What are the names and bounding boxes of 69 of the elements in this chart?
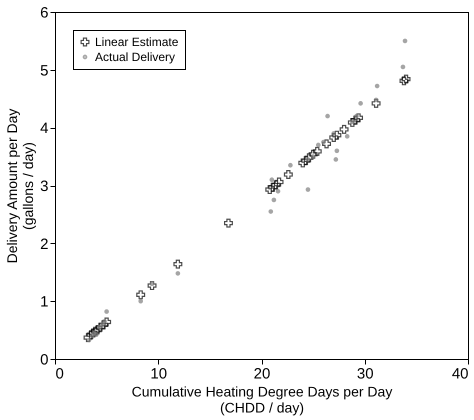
point <box>402 38 408 44</box>
point <box>402 74 411 84</box>
point <box>308 150 318 159</box>
point <box>374 84 380 88</box>
point <box>102 318 112 326</box>
point <box>329 133 338 142</box>
point <box>269 177 274 182</box>
point <box>224 218 233 228</box>
point <box>306 187 310 192</box>
x-tick-label: 20 <box>254 366 270 382</box>
point <box>96 322 105 332</box>
point <box>301 156 310 166</box>
point <box>284 170 293 179</box>
point <box>331 131 336 136</box>
point <box>272 198 276 202</box>
point <box>400 76 408 86</box>
point <box>92 326 102 335</box>
point <box>104 309 109 314</box>
point <box>334 148 340 154</box>
point <box>298 158 308 168</box>
point <box>332 130 342 140</box>
point <box>304 153 314 162</box>
point <box>138 298 144 304</box>
legend-label: Actual Delivery <box>95 50 176 64</box>
point <box>88 328 98 338</box>
point <box>321 140 326 144</box>
point <box>268 209 274 214</box>
point <box>90 326 100 336</box>
legend-label: Linear Estimate <box>95 35 179 49</box>
y-tick-label: 0 <box>40 352 48 368</box>
point <box>84 333 93 342</box>
y-tick-label: 4 <box>40 120 48 138</box>
point <box>265 185 274 194</box>
y-tick-label: 5 <box>40 62 48 80</box>
y-axis-title: Delivery Amount per Day (gallons / day) <box>4 108 36 264</box>
point <box>325 114 330 118</box>
point <box>358 101 363 106</box>
point <box>322 139 332 148</box>
point <box>344 134 350 139</box>
x-axis-title: Cumulative Heating Degree Days per Day (CHDD / day) <box>132 384 392 416</box>
point <box>348 118 357 127</box>
point <box>374 98 378 102</box>
x-tick-label: 30 <box>356 366 374 382</box>
point <box>340 124 349 134</box>
point <box>136 290 146 300</box>
point <box>176 271 180 276</box>
point <box>350 116 360 125</box>
point <box>276 188 280 194</box>
point <box>288 162 293 168</box>
point <box>354 113 364 122</box>
y-tick-label: 3 <box>40 178 48 195</box>
y-tick-label: 1 <box>40 294 48 311</box>
point <box>271 180 280 190</box>
point <box>334 157 338 162</box>
point <box>86 330 96 340</box>
point <box>400 64 406 70</box>
point <box>274 178 284 187</box>
point <box>99 320 108 330</box>
y-tick-label: 6 <box>40 4 48 22</box>
x-tick-label: 10 <box>150 366 168 382</box>
x-tick-label: 0 <box>56 366 64 382</box>
x-tick-label: 40 <box>452 366 468 382</box>
point <box>312 146 322 156</box>
point <box>316 142 321 148</box>
point <box>148 281 157 290</box>
point <box>372 98 381 108</box>
point <box>268 182 278 192</box>
y-tick-label: 2 <box>40 236 48 253</box>
point <box>173 260 182 269</box>
